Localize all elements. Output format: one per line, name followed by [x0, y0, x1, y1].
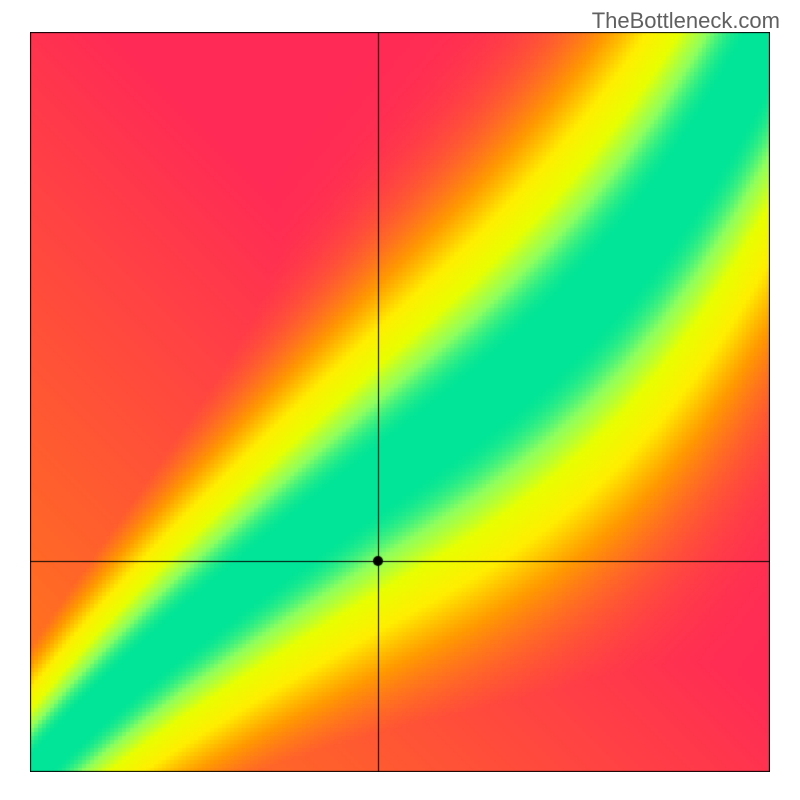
bottleneck-heatmap — [30, 32, 770, 772]
watermark-text: TheBottleneck.com — [592, 8, 780, 34]
